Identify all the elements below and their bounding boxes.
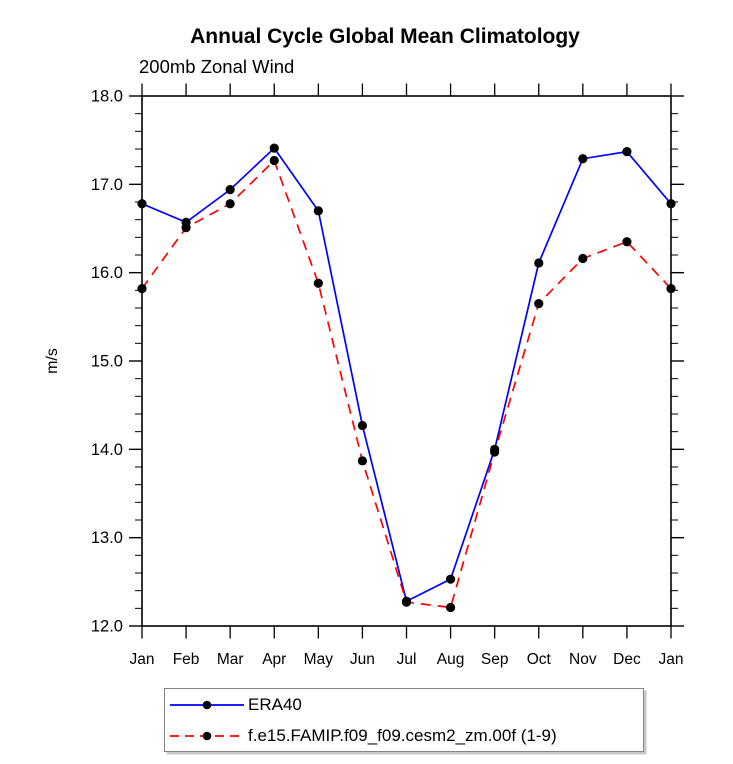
x-tick-label: Jan [659, 651, 684, 668]
data-point-marker [445, 574, 456, 584]
x-tick-label: Feb [173, 651, 200, 668]
legend-item-label: f.e15.FAMIP.f09_f09.cesm2_zm.00f (1-9) [248, 725, 557, 745]
legend-marker-icon [202, 700, 212, 709]
data-point-marker [225, 185, 235, 195]
legend-marker-icon [202, 731, 212, 740]
series-line-1 [141, 158, 672, 609]
x-tick-label: Sep [481, 651, 509, 668]
x-tick-label: Mar [217, 651, 244, 668]
legend-item: f.e15.FAMIP.f09_f09.cesm2_zm.00f (1-9) [169, 720, 643, 751]
data-point-marker [137, 283, 147, 294]
legend-line-sample [170, 700, 244, 709]
chart-subtitle: 200mb Zonal Wind [139, 56, 295, 77]
data-point-marker [269, 143, 279, 153]
legend-line-sample [170, 731, 244, 740]
x-tick-label: May [304, 651, 334, 668]
y-tick-label: 12.0 [91, 618, 123, 636]
data-point-marker [225, 199, 235, 209]
y-tick-label: 15.0 [91, 353, 123, 371]
x-tick-label: Aug [437, 651, 465, 668]
y-tick-label: 16.0 [91, 264, 123, 282]
data-point-marker [445, 602, 456, 613]
data-point-marker [666, 283, 676, 294]
data-point-marker [137, 199, 147, 209]
data-point-marker [269, 155, 279, 166]
y-tick-label: 14.0 [91, 441, 123, 459]
legend-item-label: ERA40 [248, 694, 302, 714]
data-point-marker [578, 253, 588, 264]
x-tick-label: Jan [130, 651, 155, 668]
data-point-marker [357, 420, 368, 431]
data-point-marker [534, 298, 544, 309]
data-point-marker [313, 206, 323, 216]
legend-item: ERA40 [169, 689, 643, 720]
y-tick-label: 13.0 [91, 529, 123, 547]
data-point-marker [490, 447, 500, 457]
y-axis-title: m/s [44, 348, 61, 374]
data-point-marker [181, 223, 191, 233]
y-tick-label: 18.0 [91, 88, 123, 106]
x-tick-label: Dec [613, 651, 641, 668]
y-tick-label: 17.0 [91, 176, 123, 194]
chart-title: Annual Cycle Global Mean Climatology [190, 25, 580, 48]
data-point-marker [622, 147, 632, 157]
x-tick-label: Nov [569, 651, 597, 668]
x-tick-label: Oct [527, 651, 552, 668]
data-point-marker [666, 199, 676, 209]
x-tick-label: Apr [262, 651, 286, 668]
x-tick-label: Jul [397, 651, 417, 668]
data-point-marker [313, 278, 323, 288]
plot-frame [141, 95, 672, 627]
x-tick-label: Jun [350, 651, 375, 668]
data-point-marker [534, 258, 544, 268]
series-line-0 [141, 146, 672, 603]
data-point-marker [578, 154, 588, 164]
data-point-marker [357, 456, 368, 466]
data-point-marker [401, 597, 412, 607]
data-point-marker [622, 237, 632, 247]
legend: ERA40 f.e15.FAMIP.f09_f09.cesm2_zm.00f (1… [164, 688, 644, 752]
